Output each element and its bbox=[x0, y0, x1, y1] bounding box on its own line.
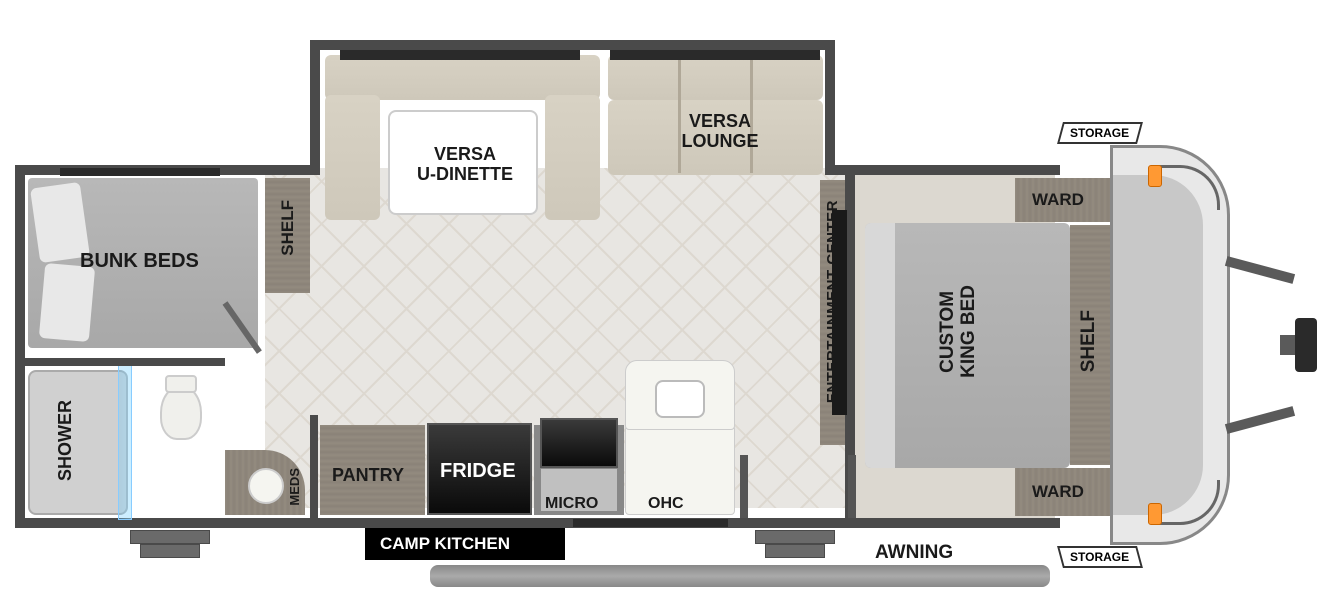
storage-top: STORAGE bbox=[1057, 122, 1143, 144]
toilet bbox=[160, 385, 202, 440]
slideout-wall-right bbox=[825, 40, 835, 175]
hitch-top bbox=[1225, 256, 1295, 284]
storage-top-text: STORAGE bbox=[1070, 126, 1129, 140]
fridge-label: FRIDGE bbox=[440, 460, 516, 483]
step-2b bbox=[765, 544, 825, 558]
king-bed-label: CUSTOM KING BED bbox=[938, 285, 980, 378]
stove-top bbox=[540, 418, 618, 468]
slideout-wall-left bbox=[310, 40, 320, 175]
window-bottom-1 bbox=[573, 519, 728, 527]
slide-window-1 bbox=[340, 50, 580, 60]
bunk-bath-wall bbox=[25, 358, 225, 366]
ent-center-label: ENTERTAINMENT CENTER bbox=[824, 200, 841, 403]
storage-bottom-text: STORAGE bbox=[1070, 550, 1129, 564]
bunk-pillow-2 bbox=[39, 263, 95, 342]
wall-rear bbox=[15, 168, 25, 523]
dinette-right bbox=[545, 95, 600, 220]
window-top-rear bbox=[60, 168, 220, 176]
vanity-sink bbox=[248, 468, 284, 504]
door-1 bbox=[740, 455, 748, 518]
micro-label: MICRO bbox=[545, 495, 598, 513]
hitch-coupler bbox=[1295, 318, 1317, 372]
dinette-left bbox=[325, 95, 380, 220]
toilet-tank bbox=[165, 375, 197, 393]
bath-wall bbox=[310, 415, 318, 520]
shower-pan bbox=[28, 370, 128, 515]
bunk-beds-label: BUNK BEDS bbox=[80, 250, 199, 273]
slideout-wall-top bbox=[310, 40, 835, 50]
shelf-front-label: SHELF bbox=[1078, 310, 1100, 372]
wall-bottom-rear bbox=[15, 518, 1060, 528]
lounge-back bbox=[608, 55, 823, 100]
door-2 bbox=[848, 455, 856, 518]
ward-bottom-label: WARD bbox=[1032, 482, 1084, 502]
king-blanket bbox=[865, 223, 895, 468]
pantry-label: PANTRY bbox=[332, 465, 404, 486]
marker-top bbox=[1148, 165, 1162, 187]
ward-top-label: WARD bbox=[1032, 190, 1084, 210]
shower-glass bbox=[118, 365, 132, 520]
shelf-bunk-label: SHELF bbox=[278, 200, 298, 256]
lounge-label: VERSA LOUNGE bbox=[665, 112, 775, 152]
shower-label: SHOWER bbox=[55, 400, 76, 481]
meds-label: MEDS bbox=[287, 468, 302, 506]
kitchen-sink bbox=[655, 380, 705, 418]
awning bbox=[430, 565, 1050, 587]
step-1b bbox=[140, 544, 200, 558]
awning-label: AWNING bbox=[875, 542, 953, 564]
step-1a bbox=[130, 530, 210, 544]
dinette-back bbox=[325, 55, 600, 100]
hitch-bottom bbox=[1225, 406, 1295, 434]
marker-bottom bbox=[1148, 503, 1162, 525]
storage-bottom: STORAGE bbox=[1057, 546, 1143, 568]
front-cap-inner bbox=[1113, 175, 1203, 515]
dinette-label: VERSA U-DINETTE bbox=[405, 145, 525, 185]
wall-top-front bbox=[830, 165, 1060, 175]
slide-window-2 bbox=[610, 50, 820, 60]
step-2a bbox=[755, 530, 835, 544]
ohc-label: OHC bbox=[648, 495, 684, 513]
camp-kitchen-label: CAMP KITCHEN bbox=[380, 534, 510, 554]
